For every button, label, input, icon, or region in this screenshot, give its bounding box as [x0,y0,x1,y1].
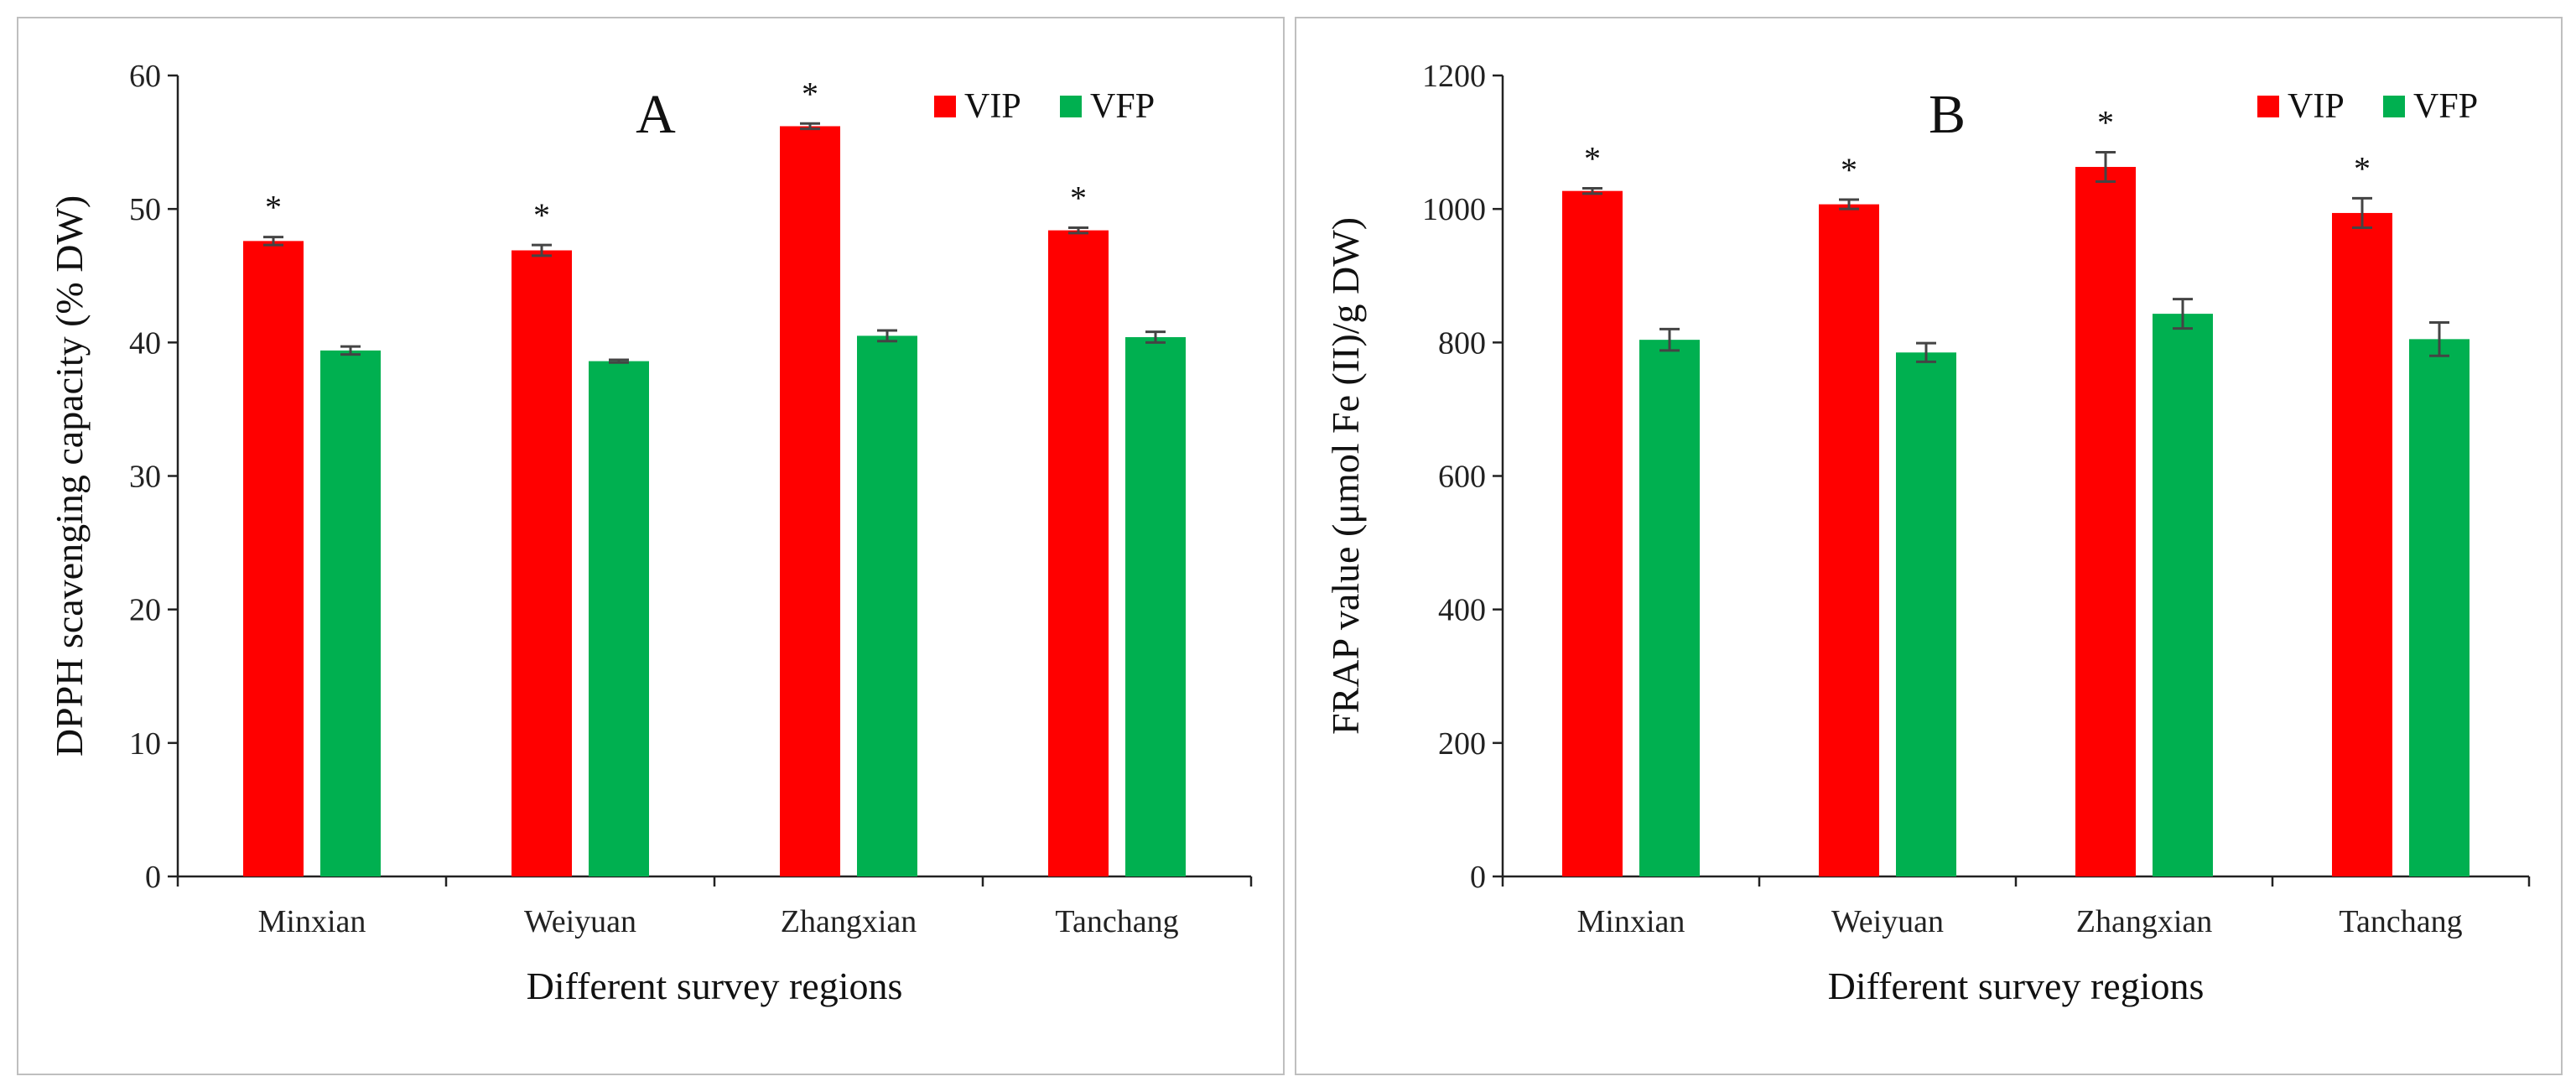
chart-a-y-tick-label: 30 [129,460,161,495]
chart-a-bar-vfp [320,350,381,877]
chart-b-significance-marker: * [1841,151,1857,189]
chart-b-bar-vip [1819,204,1879,877]
chart-a-y-tick-label: 20 [129,593,161,628]
chart-b-legend-swatch-vfp [2383,96,2405,117]
chart-a-legend-swatch-vip [934,96,956,117]
chart-b-x-axis-title: Different survey regions [1828,965,2205,1007]
chart-b-significance-marker: * [2097,104,2114,142]
chart-a-y-tick-label: 40 [129,325,161,361]
chart-a-y-tick-label: 10 [129,726,161,762]
chart-a-significance-marker: * [265,189,282,226]
chart-b-x-tick-label: Weiyuan [1831,904,1944,939]
chart-b-bar-vip [1562,190,1623,876]
chart-a-y-tick-label: 0 [145,860,161,895]
chart-a-x-axis-title: Different survey regions [527,965,903,1007]
chart-a-bar-vfp [857,335,917,876]
chart-b-y-tick-label: 600 [1438,460,1486,495]
chart-a-significance-marker: * [802,75,818,112]
chart-a-svg: 0 10 20 30 40 50 60 Minxian Weiyuan Zhangxian Tanc… [48,59,1253,1007]
chart-a-y-tick-label: 60 [129,59,161,94]
chart-a-x-tick-label: Zhangxian [781,904,917,939]
chart-a-bar-vip [243,241,304,876]
chart-b-legend-label-vfp: VFP [2413,87,2478,126]
chart-b-bar-vfp [2409,339,2470,877]
chart-panel-b: 0 200 400 600 800 1000 1200 Minxian Weiyuan Zhang… [1295,17,2563,1075]
chart-a-y-tick-label: 50 [129,192,161,227]
chart-a-panel-label: A [636,84,676,145]
chart-a-significance-marker: * [1070,179,1087,216]
chart-b-bar-vip [2332,212,2392,877]
chart-a-bar-vip [780,126,840,876]
chart-b-svg: 0 200 400 600 800 1000 1200 Minxian Weiyuan Zhang… [1324,59,2531,1007]
chart-b-x-tick-label: Tanchang [2339,904,2462,939]
chart-b-legend-swatch-vip [2257,96,2279,117]
chart-a-significance-marker: * [533,196,550,234]
chart-b-y-tick-label: 200 [1438,726,1486,762]
chart-a-bar-vfp [589,361,649,876]
chart-b-y-tick-label: 800 [1438,325,1486,361]
chart-b-significance-marker: * [2354,149,2371,187]
chart-b-bar-vfp [1639,340,1700,876]
chart-panel-a: 0 10 20 30 40 50 60 Minxian Weiyuan Zhangxian Tanc… [17,17,1285,1075]
chart-a-bar-vip [1048,230,1109,877]
chart-a-legend-label-vip: VIP [964,87,1021,126]
chart-b-legend-label-vip: VIP [2288,87,2345,126]
chart-b-bar-vip [2075,167,2136,876]
chart-b-significance-marker: * [1584,139,1601,177]
chart-b-y-tick-label: 1200 [1422,59,1486,94]
chart-a-x-tick-label: Weiyuan [524,904,636,939]
chart-a-legend-swatch-vfp [1060,96,1082,117]
chart-a-x-tick-label: Tanchang [1055,904,1178,939]
chart-b-y-tick-label: 400 [1438,593,1486,628]
chart-a-bar-vip [512,250,572,877]
chart-a-y-axis-title: DPPH scavenging capacity (% DW) [48,195,91,757]
chart-b-x-tick-label: Zhangxian [2076,904,2213,939]
chart-b-y-axis-title: FRAP value (μmol Fe (II)/g DW) [1324,217,1367,735]
chart-b-y-tick-label: 1000 [1422,192,1486,227]
chart-b-bar-vfp [1896,352,1956,876]
chart-a-bar-vfp [1125,336,1186,876]
chart-b-bar-vfp [2153,314,2213,876]
chart-b-y-tick-label: 0 [1470,860,1486,895]
chart-b-panel-label: B [1929,84,1966,145]
chart-a-x-tick-label: Minxian [258,904,366,939]
chart-b-x-tick-label: Minxian [1577,904,1685,939]
chart-a-legend-label-vfp: VFP [1090,87,1155,126]
